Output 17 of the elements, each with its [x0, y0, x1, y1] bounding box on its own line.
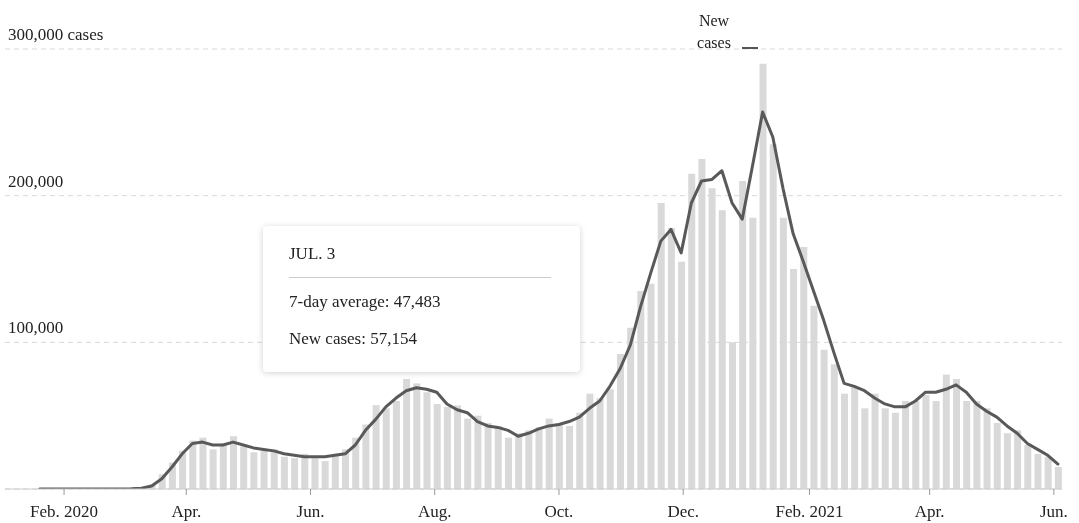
y-tick-label: 200,000: [8, 171, 64, 191]
annotation: 7-day average: 47,483: [289, 292, 441, 312]
series-label: New cases: [696, 11, 732, 53]
x-tick-label: Jun.: [296, 502, 325, 521]
x-tick-label: Feb. 2020: [30, 502, 99, 521]
y-tick-label: 300,000 cases: [8, 25, 104, 44]
annotation: New cases: 57,154: [289, 329, 417, 349]
x-tick-label: Apr.: [171, 502, 202, 521]
x-tick-label: Aug.: [417, 502, 452, 521]
x-tick-label: Oct.: [544, 502, 574, 521]
x-tick-label: Dec.: [667, 502, 699, 521]
x-tick-label: Jun.: [1039, 502, 1068, 521]
tooltip-card: JUL. 3 7-day average: 47,483 New cases: 57,154: [263, 226, 580, 372]
x-tick-label: Feb. 2021: [775, 502, 844, 521]
x-tick-label: Apr.: [914, 502, 945, 521]
y-tick-label: 100,000: [8, 318, 64, 338]
annotation: JUL. 3: [289, 244, 336, 264]
